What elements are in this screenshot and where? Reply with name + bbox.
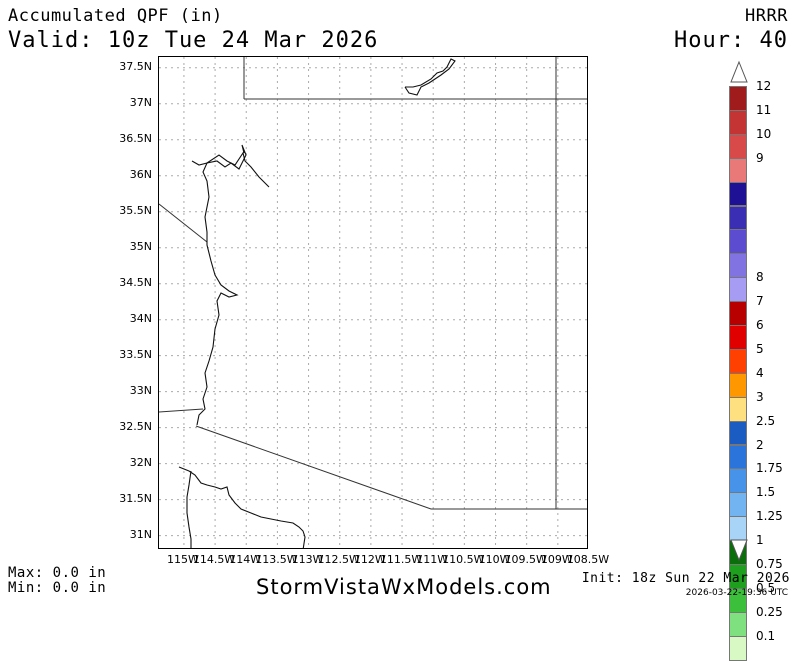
lat-tick-label: 32.5N <box>119 419 152 433</box>
legend-swatch <box>729 205 747 231</box>
legend-swatch <box>729 133 747 159</box>
lat-tick-label: 32N <box>129 455 152 469</box>
legend-swatch <box>729 86 747 111</box>
legend-label: 2.5 <box>756 413 776 428</box>
map-frame <box>158 56 588 549</box>
legend-label: 0.1 <box>756 628 776 643</box>
legend-label: 9 <box>756 150 764 165</box>
site-watermark: StormVistaWxModels.com <box>256 575 552 599</box>
legend-swatch <box>729 301 747 326</box>
legend-label: 12 <box>756 79 772 93</box>
lon-tick-label: 113W <box>291 553 324 566</box>
lat-tick-label: 37.5N <box>119 59 152 73</box>
lake-mead <box>191 151 270 188</box>
legend-label: 8 <box>756 270 764 285</box>
max-value: Max: 0.0 in <box>8 565 107 581</box>
legend-label: 6 <box>756 318 764 332</box>
timestamp: 2026-03-22-19:36 UTC <box>685 588 788 598</box>
legend-swatch <box>729 396 747 422</box>
legend-label: 1 <box>756 533 764 548</box>
lon-tick-label: 115W <box>166 553 199 566</box>
legend-label: 7 <box>756 294 764 309</box>
lon-tick-label: 110W <box>478 553 511 566</box>
legend-swatch <box>729 444 747 470</box>
legend-swatch <box>729 325 747 350</box>
colorado-river <box>196 144 247 426</box>
legend-label: 4 <box>756 365 764 380</box>
legend-swatch <box>729 109 747 135</box>
legend-swatch <box>729 468 747 494</box>
legend-top-arrow-icon <box>730 60 748 83</box>
lon-tick-label: 114.5W <box>192 553 236 566</box>
forecast-hour: Hour: 40 <box>674 28 788 53</box>
lon-tick-label: 110.5W <box>442 553 485 566</box>
legend-label: 1.25 <box>756 509 783 524</box>
lat-tick-label: 37N <box>129 95 152 109</box>
legend-swatch <box>729 157 747 183</box>
legend-label: 11 <box>756 102 772 117</box>
lon-tick-label: 112W <box>353 553 386 566</box>
lake-powell <box>404 58 456 96</box>
baja-coast <box>186 470 192 548</box>
map-canvas <box>159 57 587 548</box>
legend-swatch <box>729 229 747 255</box>
border-ca-mexico <box>159 408 204 413</box>
legend-label: 2 <box>756 437 764 452</box>
legend-label: 3 <box>756 389 764 404</box>
lat-tick-label: 36N <box>129 167 152 181</box>
lon-tick-label: 111.5W <box>379 553 423 566</box>
lon-tick-label: 114W <box>229 553 262 566</box>
lat-tick-label: 31.5N <box>119 491 152 505</box>
legend-swatch <box>729 420 747 446</box>
map-title: Accumulated QPF (in) <box>8 6 223 26</box>
lat-tick-label: 34N <box>129 311 152 325</box>
valid-time: Valid: 10z Tue 24 Mar 2026 <box>8 28 379 53</box>
legend-swatch <box>729 611 747 637</box>
legend-swatch <box>729 372 747 398</box>
lat-tick-label: 31N <box>129 527 152 541</box>
border-az-mexico <box>195 425 587 510</box>
legend-swatch <box>729 181 747 207</box>
lon-tick-label: 109W <box>540 553 573 566</box>
lat-tick-label: 33.5N <box>119 347 152 361</box>
lat-tick-label: 35N <box>129 239 152 253</box>
lat-tick-label: 35.5N <box>119 203 152 217</box>
legend-label: 0.5 <box>756 580 776 595</box>
legend-swatch <box>729 348 747 374</box>
border-nv-ca <box>159 203 208 243</box>
lon-tick-label: 108.5W <box>566 553 610 566</box>
legend-label: 0.25 <box>756 604 783 619</box>
legend-swatch <box>729 492 747 518</box>
min-value: Min: 0.0 in <box>8 580 107 596</box>
legend-swatch <box>729 635 747 661</box>
gulf-coast <box>178 466 306 548</box>
lon-tick-label: 109.5W <box>504 553 547 566</box>
lat-tick-label: 34.5N <box>119 275 152 289</box>
model-name: HRRR <box>745 6 788 26</box>
lon-tick-label: 113.5W <box>255 553 298 566</box>
lon-tick-label: 111W <box>416 553 449 566</box>
legend-label: 0.75 <box>756 557 783 571</box>
legend-label: 10 <box>756 126 772 141</box>
legend-swatch <box>729 253 747 279</box>
legend-label: 1.5 <box>756 485 776 500</box>
lat-tick-label: 36.5N <box>119 131 152 145</box>
lon-tick-label: 112.5W <box>317 553 360 566</box>
legend-swatch <box>729 277 747 303</box>
lat-tick-label: 33N <box>129 383 152 397</box>
legend-label: 5 <box>756 341 764 356</box>
init-time: Init: 18z Sun 22 Mar 2026 <box>581 571 790 586</box>
legend-bottom-arrow-icon <box>730 539 748 562</box>
legend-label: 1.75 <box>756 461 783 476</box>
